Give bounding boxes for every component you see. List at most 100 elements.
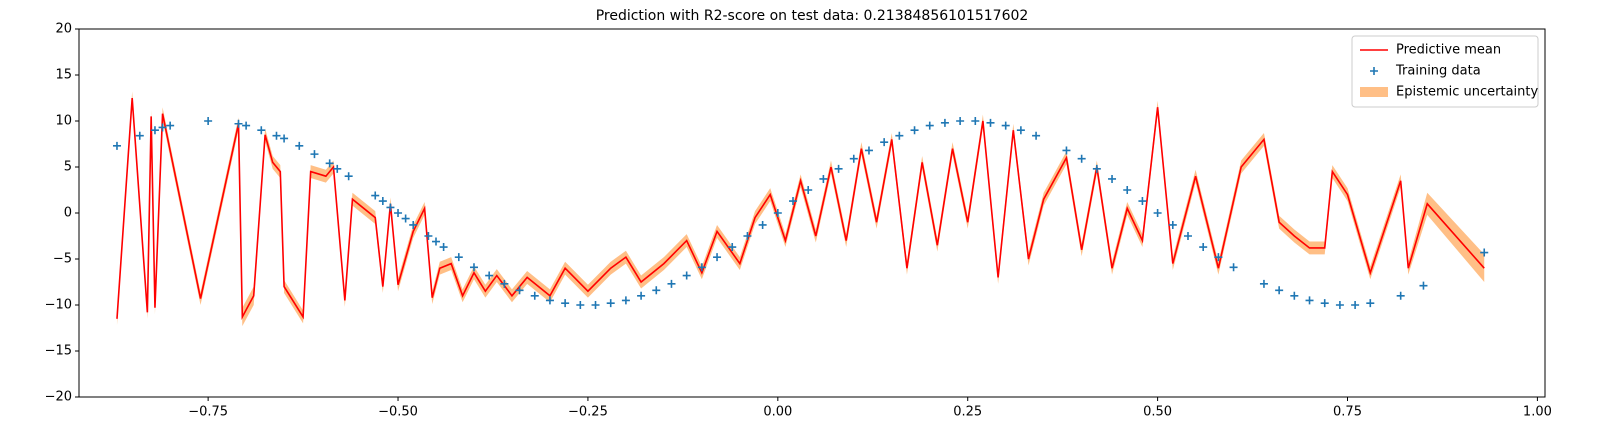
mean-line	[116, 97, 1485, 321]
training-point	[576, 301, 585, 309]
training-point	[880, 138, 889, 147]
training-point	[530, 291, 539, 300]
training-point	[1320, 299, 1329, 308]
y-tick-label: −10	[45, 298, 72, 313]
training-point	[1001, 121, 1010, 130]
training-point	[166, 121, 175, 130]
training-point	[310, 150, 319, 159]
x-tick-label: 0.25	[953, 405, 982, 420]
training-point	[485, 271, 494, 280]
training-point	[1480, 248, 1489, 257]
training-point	[1032, 131, 1041, 140]
y-tick-label: 5	[64, 160, 72, 175]
y-tick-label: 0	[64, 206, 72, 221]
plot-frame	[78, 28, 1546, 398]
training-point	[432, 237, 441, 246]
y-tick-label: −5	[53, 252, 72, 267]
y-tick-label: 10	[55, 114, 72, 129]
training-point	[135, 131, 144, 140]
x-tick-label: 0.75	[1333, 405, 1362, 420]
training-point	[1419, 281, 1428, 290]
training-point	[394, 209, 403, 217]
training-point	[242, 121, 251, 130]
training-point	[1335, 301, 1344, 309]
training-point	[1168, 220, 1177, 229]
training-point	[234, 119, 243, 128]
training-point	[1183, 232, 1192, 240]
training-point	[1305, 296, 1314, 305]
training-point	[652, 286, 661, 295]
training-point	[257, 126, 266, 135]
training-point	[667, 279, 676, 288]
training-point	[1153, 209, 1162, 217]
training-point	[1108, 174, 1117, 183]
training-point	[1290, 291, 1299, 300]
training-point	[158, 123, 167, 132]
training-point	[454, 253, 463, 262]
legend-label: Training data	[1395, 64, 1481, 79]
training-point	[1275, 286, 1284, 295]
legend-box	[1351, 35, 1539, 108]
training-point	[344, 172, 353, 181]
training-point	[500, 279, 509, 288]
training-point	[637, 291, 646, 300]
chart-title: Prediction with R2-score on test data: 0…	[596, 8, 1029, 24]
training-point	[150, 126, 159, 135]
training-point	[621, 296, 630, 305]
y-tick-label: 15	[55, 68, 72, 83]
training-point	[971, 117, 980, 125]
training-point	[1123, 186, 1132, 194]
training-point	[864, 146, 873, 155]
legend-label: Predictive mean	[1396, 43, 1501, 58]
training-point	[606, 299, 615, 308]
x-tick-label: 0.00	[763, 405, 792, 420]
training-point	[819, 174, 828, 183]
training-point	[1077, 154, 1086, 163]
training-point	[1199, 243, 1208, 252]
training-point	[112, 141, 121, 150]
training-point	[1092, 164, 1101, 173]
training-point	[545, 296, 554, 305]
training-point	[439, 243, 448, 252]
training-point	[804, 186, 813, 194]
training-point	[773, 209, 782, 217]
training-point	[401, 214, 410, 223]
training-point	[325, 159, 334, 168]
training-point	[728, 243, 737, 252]
training-point	[758, 220, 767, 229]
training-point	[986, 118, 995, 127]
training-point	[280, 134, 289, 143]
training-point	[378, 197, 387, 206]
legend-swatch	[1360, 87, 1388, 97]
training-point	[1062, 146, 1071, 155]
training-point	[1016, 126, 1025, 135]
training-point	[1229, 263, 1238, 272]
x-tick-label: 1.00	[1523, 405, 1552, 420]
training-point	[713, 253, 722, 262]
training-point	[1366, 299, 1375, 308]
training-point	[272, 131, 281, 140]
x-tick-label: −0.25	[568, 405, 608, 420]
legend-label: Epistemic uncertainty	[1396, 85, 1538, 100]
training-point	[515, 286, 524, 295]
training-point	[925, 121, 934, 130]
training-point	[591, 301, 600, 309]
training-point	[371, 191, 380, 200]
training-point	[386, 203, 395, 212]
training-point	[789, 197, 798, 206]
training-point	[743, 232, 752, 240]
training-point	[1351, 301, 1360, 309]
training-point	[409, 220, 418, 229]
training-point	[333, 164, 342, 173]
x-tick-label: −0.50	[378, 405, 418, 420]
training-point	[697, 263, 706, 272]
training-point	[204, 117, 213, 125]
training-point	[1259, 279, 1268, 288]
training-point	[956, 117, 965, 125]
plot-area	[112, 91, 1489, 327]
training-point	[940, 118, 949, 127]
training-point	[1214, 253, 1223, 262]
y-tick-label: −15	[45, 344, 72, 359]
